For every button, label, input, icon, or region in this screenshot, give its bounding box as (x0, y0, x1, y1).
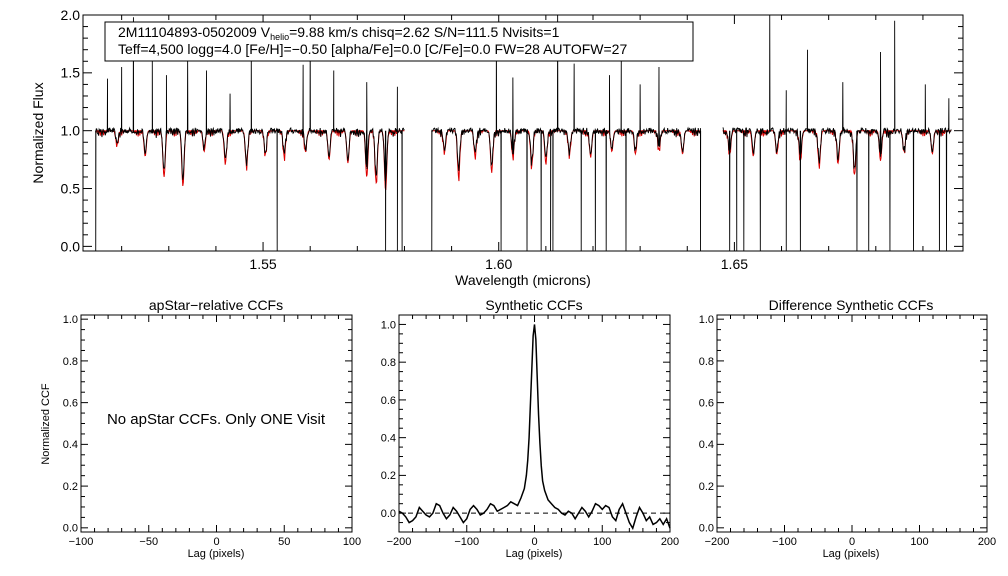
y-tick-label: 0.6 (63, 397, 78, 409)
difference-ccf-ticks: −200 −100 0 100 200 0.0 0.2 0.4 0.6 0.8 1.0 (699, 314, 996, 548)
y-tick-label: 0.2 (381, 470, 396, 482)
spectrum-y-axis-label: Normalized Flux (30, 82, 46, 183)
v-helio-label: V (261, 24, 271, 40)
synthetic-ccf-title: Synthetic CCFs (485, 297, 582, 313)
no-ccf-message: No apStar CCFs. Only ONE Visit (107, 411, 326, 428)
difference-ccf-plot-frame (716, 314, 988, 533)
y-tick-label: 0.4 (381, 433, 396, 445)
difference-ccf-title: Difference Synthetic CCFs (769, 297, 934, 313)
v-helio-subscript: helio (270, 32, 289, 42)
y-tick-label: 0.0 (699, 523, 714, 535)
y-tick-label: 0.2 (699, 481, 714, 493)
y-tick-label: 0.4 (699, 439, 714, 451)
x-tick-label: 0 (849, 536, 855, 548)
observed-spectrum-segment (431, 14, 702, 252)
x-tick-label: 100 (593, 536, 611, 548)
observed-spectrum-segment (95, 17, 405, 252)
x-tick-label: 50 (278, 536, 290, 548)
y-tick-label: 0.6 (381, 395, 396, 407)
x-tick-label: 100 (910, 536, 928, 548)
x-tick-label: 200 (978, 536, 996, 548)
spectrum-panel: 1.55 1.60 1.65 0.0 0.5 1.0 1.5 2.0 Wavelength (… (30, 7, 964, 288)
apstar-ccf-ticks: −100 −50 0 50 100 0.0 0.2 0.4 0.6 0.8 1.0 (63, 314, 361, 548)
info-box (104, 21, 694, 62)
y-tick-label: 1.0 (61, 123, 81, 139)
y-tick-label: 0.6 (699, 397, 714, 409)
x-tick-label: −100 (454, 536, 479, 548)
y-tick-label: 0.2 (63, 481, 78, 493)
x-tick-label: 0 (531, 536, 537, 548)
x-tick-label: 1.60 (485, 256, 512, 272)
fit-stats: chisq=2.62 S/N=111.5 Nvisits=1 (362, 24, 560, 40)
y-tick-label: 1.0 (63, 314, 78, 326)
x-tick-label: −50 (139, 536, 158, 548)
y-tick-label: 0.0 (381, 508, 396, 520)
spectrum-plot-frame (82, 14, 964, 252)
spectrum-ticks: 1.55 1.60 1.65 0.0 0.5 1.0 1.5 2.0 (61, 7, 963, 272)
x-tick-label: 100 (343, 536, 361, 548)
y-tick-label: 0.8 (381, 357, 396, 369)
x-tick-label: 200 (661, 536, 679, 548)
y-tick-label: 0.8 (63, 356, 78, 368)
spectrum-x-axis-label: Wavelength (microns) (455, 272, 591, 288)
x-tick-label: 0 (213, 536, 219, 548)
apstar-ccf-title: apStar−relative CCFs (149, 297, 283, 313)
v-helio-value: =9.88 km/s (289, 24, 358, 40)
synthetic-ccf-plot-frame (398, 314, 671, 533)
synthetic-ccf-ticks: −200 −100 0 100 200 0.0 0.2 0.4 0.6 0.8 1.0 (381, 314, 679, 548)
observed-spectrum (95, 14, 952, 252)
y-tick-label: 0.8 (699, 356, 714, 368)
model-spectrum (95, 129, 952, 191)
x-tick-label: 1.65 (721, 256, 748, 272)
apstar-ccf-y-axis-label: Normalized CCF (40, 383, 52, 465)
x-tick-label: 1.55 (249, 256, 276, 272)
synthetic-ccf-series (398, 324, 671, 531)
y-tick-label: 2.0 (61, 7, 81, 23)
x-tick-label: −100 (772, 536, 797, 548)
y-tick-label: 1.0 (381, 319, 396, 331)
x-tick-label: −100 (69, 536, 94, 548)
y-tick-label: 1.5 (61, 65, 81, 81)
y-tick-label: 0.0 (61, 238, 81, 254)
x-tick-label: −200 (705, 536, 730, 548)
info-line-1: 2M11104893-0502009 Vhelio=9.88 km/s chis… (118, 24, 560, 42)
apstar-ccf-panel: apStar−relative CCFs −100 −50 0 50 100 0.0 0.2… (40, 297, 361, 560)
observed-spectrum-segment (722, 14, 952, 252)
y-tick-label: 0.5 (61, 180, 81, 196)
y-tick-label: 0.4 (63, 439, 78, 451)
y-tick-label: 0.0 (63, 523, 78, 535)
y-tick-label: 1.0 (699, 314, 714, 326)
synthetic-ccf-line (398, 324, 671, 531)
x-tick-label: −200 (387, 536, 412, 548)
synthetic-ccf-panel: Synthetic CCFs −200 −100 0 100 200 0.0 0.2 0.4 0… (381, 297, 679, 560)
info-line-2: Teff=4,500 logg=4.0 [Fe/H]=−0.50 [alpha/… (118, 41, 627, 57)
difference-ccf-panel: Difference Synthetic CCFs −200 −100 0 100 20… (699, 297, 996, 560)
apstar-ccf-x-axis-label: Lag (pixels) (188, 548, 245, 560)
star-id: 2M11104893-0502009 (118, 24, 257, 40)
model-spectrum-segment (95, 129, 405, 191)
synthetic-ccf-x-axis-label: Lag (pixels) (506, 548, 563, 560)
difference-ccf-x-axis-label: Lag (pixels) (823, 548, 880, 560)
